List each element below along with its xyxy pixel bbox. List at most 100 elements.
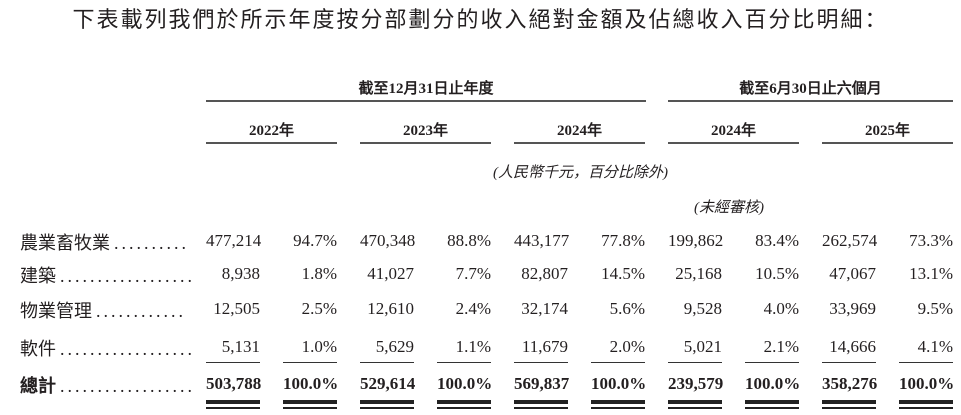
- total-row-label: 總計..................: [20, 372, 195, 398]
- total-double-rule: [206, 400, 260, 409]
- amount-cell: 529,614: [360, 374, 416, 393]
- amount-cell: 443,177: [514, 231, 570, 250]
- amount-cell: 569,837: [514, 374, 570, 393]
- amount-cell: 82,807: [521, 264, 568, 283]
- percent-cell: 4.0%: [763, 299, 799, 318]
- subtotal-rule: [437, 362, 491, 363]
- percent-cell: 2.4%: [455, 299, 491, 318]
- year-rule: [360, 142, 491, 144]
- amount-cell: 25,168: [675, 264, 722, 283]
- row-label: 軟件..................: [20, 335, 195, 361]
- amount-cell: 33,969: [829, 299, 876, 318]
- subtotal-rule: [283, 362, 337, 363]
- percent-cell: 2.1%: [763, 337, 799, 356]
- leader-dots: ..................: [60, 376, 195, 396]
- year-rule: [514, 142, 645, 144]
- group-header-annual: 截至12月31日止年度: [358, 81, 494, 97]
- total-double-rule: [514, 400, 568, 409]
- amount-cell: 199,862: [668, 231, 724, 250]
- leader-dots: ............: [96, 301, 186, 321]
- amount-cell: 11,679: [521, 337, 568, 356]
- percent-cell: 94.7%: [293, 231, 337, 250]
- amount-cell: 12,505: [213, 299, 260, 318]
- amount-cell: 239,579: [668, 374, 724, 393]
- total-double-rule: [822, 400, 876, 409]
- amount-cell: 5,131: [221, 337, 260, 356]
- row-label-text: 建築: [20, 266, 56, 286]
- leader-dots: ..................: [60, 339, 195, 359]
- year-rule: [206, 142, 337, 144]
- percent-cell: 1.1%: [455, 337, 491, 356]
- leader-dots: ..........: [114, 233, 189, 253]
- group-rule-interim: [668, 100, 953, 102]
- subtotal-rule: [514, 362, 568, 363]
- year-header: 2024年: [556, 123, 602, 139]
- total-double-rule: [437, 400, 491, 409]
- subtotal-rule: [899, 362, 953, 363]
- total-double-rule: [668, 400, 722, 409]
- subtotal-rule: [360, 362, 414, 363]
- percent-cell: 88.8%: [447, 231, 491, 250]
- total-double-rule: [899, 400, 953, 409]
- year-rule: [822, 142, 953, 144]
- percent-cell: 73.3%: [909, 231, 953, 250]
- total-double-rule: [591, 400, 645, 409]
- row-label-text: 農業畜牧業: [20, 233, 110, 253]
- percent-cell: 100.0%: [591, 374, 647, 393]
- amount-cell: 477,214: [206, 231, 262, 250]
- percent-cell: 77.8%: [601, 231, 645, 250]
- total-double-rule: [283, 400, 337, 409]
- group-header-interim: 截至6月30日止六個月: [739, 81, 882, 97]
- subtotal-rule: [745, 362, 799, 363]
- amount-cell: 5,629: [375, 337, 414, 356]
- unit-note: (人民幣千元，百分比除外): [493, 165, 668, 181]
- year-header: 2022年: [248, 123, 294, 139]
- total-double-rule: [360, 400, 414, 409]
- row-label: 農業畜牧業..........: [20, 229, 189, 255]
- total-double-rule: [745, 400, 799, 409]
- unaudited-note: (未經審核): [694, 200, 764, 216]
- group-rule-annual: [206, 100, 646, 102]
- amount-cell: 41,027: [367, 264, 414, 283]
- amount-cell: 12,610: [367, 299, 414, 318]
- subtotal-rule: [591, 362, 645, 363]
- row-label: 建築..................: [20, 262, 195, 288]
- percent-cell: 14.5%: [601, 264, 645, 283]
- percent-cell: 1.0%: [301, 337, 337, 356]
- amount-cell: 262,574: [822, 231, 878, 250]
- subtotal-rule: [668, 362, 722, 363]
- subtotal-rule: [206, 362, 260, 363]
- amount-cell: 14,666: [829, 337, 876, 356]
- percent-cell: 4.1%: [917, 337, 953, 356]
- row-label-text: 總計: [20, 376, 56, 396]
- amount-cell: 358,276: [822, 374, 878, 393]
- percent-cell: 2.0%: [609, 337, 645, 356]
- amount-cell: 32,174: [521, 299, 568, 318]
- year-rule: [668, 142, 799, 144]
- percent-cell: 7.7%: [455, 264, 491, 283]
- amount-cell: 470,348: [360, 231, 416, 250]
- percent-cell: 1.8%: [301, 264, 337, 283]
- amount-cell: 503,788: [206, 374, 262, 393]
- percent-cell: 100.0%: [899, 374, 955, 393]
- year-header: 2023年: [402, 123, 448, 139]
- percent-cell: 100.0%: [283, 374, 339, 393]
- row-label-text: 物業管理: [20, 301, 92, 321]
- leader-dots: ..................: [60, 266, 195, 286]
- amount-cell: 8,938: [221, 264, 260, 283]
- percent-cell: 100.0%: [745, 374, 801, 393]
- percent-cell: 9.5%: [917, 299, 953, 318]
- year-header: 2025年: [864, 123, 910, 139]
- percent-cell: 100.0%: [437, 374, 493, 393]
- percent-cell: 5.6%: [609, 299, 645, 318]
- amount-cell: 47,067: [829, 264, 876, 283]
- subtotal-rule: [822, 362, 876, 363]
- row-label: 物業管理............: [20, 297, 186, 323]
- percent-cell: 13.1%: [909, 264, 953, 283]
- year-header: 2024年: [710, 123, 756, 139]
- amount-cell: 5,021: [683, 337, 722, 356]
- row-label-text: 軟件: [20, 339, 56, 359]
- amount-cell: 9,528: [683, 299, 722, 318]
- table-intro-text: 下表載列我們於所示年度按分部劃分的收入絕對金額及佔總收入百分比明細：: [72, 7, 889, 32]
